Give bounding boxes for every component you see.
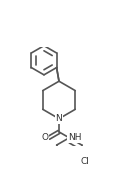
Text: O: O (41, 133, 48, 142)
Text: N: N (56, 114, 62, 123)
Text: Cl: Cl (81, 157, 90, 166)
Text: NH: NH (68, 133, 81, 142)
